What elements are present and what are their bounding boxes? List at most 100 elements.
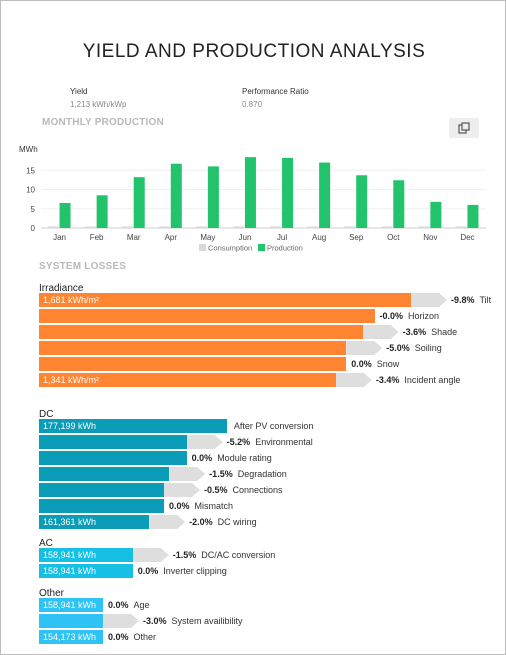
loss-percentage: -0.0% xyxy=(379,311,404,321)
loss-item: -1.5% Degradation xyxy=(209,467,287,481)
loss-bar[interactable]: 161,361 kWh xyxy=(39,515,150,529)
production-bar xyxy=(170,163,182,228)
loss-bar[interactable] xyxy=(39,435,187,449)
loss-name: DC/AC conversion xyxy=(201,550,276,560)
consumption-bar xyxy=(232,226,244,228)
y-tick-label: 0 xyxy=(31,224,36,233)
loss-item: -0.5% Connections xyxy=(204,483,283,497)
loss-name: Inverter clipping xyxy=(163,566,227,576)
loss-percentage: 0.0% xyxy=(168,501,190,511)
loss-bar[interactable] xyxy=(39,309,375,323)
x-tick-label: Jun xyxy=(239,233,252,242)
loss-percentage: 0.0% xyxy=(107,600,129,610)
x-tick-label: Jan xyxy=(53,233,66,242)
loss-item: 0.0% Mismatch xyxy=(169,499,233,513)
consumption-bar xyxy=(47,226,59,228)
y-tick-label: 10 xyxy=(26,186,35,195)
x-tick-label: Aug xyxy=(312,233,326,242)
loss-bar[interactable]: 1,681 kWh/m² xyxy=(39,293,411,307)
production-bar xyxy=(319,162,331,228)
copy-icon xyxy=(458,122,470,134)
consumption-bar xyxy=(307,226,319,228)
loss-item: -9.8% Tilt xyxy=(451,293,491,307)
loss-chevron xyxy=(169,467,205,481)
loss-group-label: Other xyxy=(39,588,65,599)
loss-bar[interactable]: 154,173 kWh xyxy=(39,630,103,644)
loss-name: Module rating xyxy=(217,453,272,463)
loss-name: Snow xyxy=(376,359,400,369)
loss-percentage: 0.0% xyxy=(351,359,372,369)
loss-chevron xyxy=(149,515,185,529)
performance-ratio-value: 0.870 xyxy=(242,100,263,109)
loss-bar[interactable] xyxy=(39,451,187,465)
loss-bar[interactable] xyxy=(39,467,170,481)
loss-item: -3.0% System availibility xyxy=(143,614,243,628)
loss-bar[interactable]: 158,941 kWh xyxy=(39,564,133,578)
loss-percentage: -1.5% xyxy=(209,469,233,479)
x-tick-label: Oct xyxy=(387,233,400,242)
production-bar xyxy=(244,157,256,228)
loss-item: -3.6% Shade xyxy=(403,325,458,339)
loss-bar[interactable]: 1,341 kWh/m² xyxy=(39,373,336,387)
loss-bar[interactable]: 177,199 kWh xyxy=(39,419,227,433)
x-tick-label: Sep xyxy=(349,233,364,242)
production-bar xyxy=(59,202,71,228)
loss-name: Shade xyxy=(431,327,458,337)
loss-name: Incident angle xyxy=(404,375,461,385)
legend-production-swatch xyxy=(258,244,265,251)
production-bar xyxy=(430,201,442,228)
loss-item: 0.0% Inverter clipping xyxy=(138,564,227,578)
consumption-bar xyxy=(381,226,393,228)
production-bar xyxy=(133,177,145,228)
loss-percentage: -5.0% xyxy=(386,343,410,353)
legend-consumption-label: Consumption xyxy=(208,244,252,253)
consumption-bar xyxy=(270,226,282,228)
legend-consumption-swatch xyxy=(199,244,206,251)
loss-item: -3.4% Incident angle xyxy=(376,373,461,387)
yield-value: 1,213 kWh/kWp xyxy=(70,100,127,109)
loss-bar[interactable] xyxy=(39,357,347,371)
x-tick-label: Mar xyxy=(127,233,141,242)
loss-bar[interactable]: 158,941 kWh xyxy=(39,598,103,612)
loss-chevron xyxy=(103,614,139,628)
loss-bar[interactable] xyxy=(39,483,164,497)
loss-group-label: AC xyxy=(39,538,53,549)
loss-bar[interactable] xyxy=(39,341,347,355)
loss-name: Environmental xyxy=(255,437,313,447)
consumption-bar xyxy=(418,226,430,228)
loss-percentage: -9.8% xyxy=(451,295,475,305)
y-tick-label: 15 xyxy=(26,166,35,175)
loss-bar[interactable]: 158,941 kWh xyxy=(39,548,133,562)
loss-bar[interactable] xyxy=(39,499,164,513)
loss-item: -5.2% Environmental xyxy=(227,435,313,449)
loss-group-label: DC xyxy=(39,409,54,420)
loss-percentage: 0.0% xyxy=(137,566,159,576)
loss-name: Mismatch xyxy=(194,501,234,511)
loss-name: Tilt xyxy=(479,295,492,305)
yield-label: Yield xyxy=(70,87,88,96)
y-axis-title: MWh xyxy=(19,145,38,154)
loss-chevron xyxy=(346,341,382,355)
loss-percentage: -0.5% xyxy=(203,485,228,495)
x-tick-label: May xyxy=(200,233,215,242)
x-tick-label: Nov xyxy=(423,233,437,242)
loss-name: Connections xyxy=(232,485,283,495)
loss-bar[interactable] xyxy=(39,614,103,628)
production-bar xyxy=(467,204,479,228)
x-tick-label: Dec xyxy=(460,233,474,242)
system-losses-title: SYSTEM LOSSES xyxy=(39,261,127,272)
loss-bar-value: 158,941 kWh xyxy=(43,566,97,576)
x-tick-label: Apr xyxy=(165,233,178,242)
loss-item: -5.0% Soiling xyxy=(386,341,442,355)
consumption-bar xyxy=(195,226,207,228)
copy-button[interactable] xyxy=(449,118,479,138)
production-bar xyxy=(96,195,108,228)
loss-item: 0.0% Module rating xyxy=(192,451,272,465)
legend-production-label: Production xyxy=(267,244,303,253)
stage-name: After PV conversion xyxy=(233,421,314,431)
loss-chevron xyxy=(164,483,200,497)
loss-bar[interactable] xyxy=(39,325,363,339)
loss-item: 0.0% Age xyxy=(108,598,150,612)
loss-name: Other xyxy=(133,632,156,642)
